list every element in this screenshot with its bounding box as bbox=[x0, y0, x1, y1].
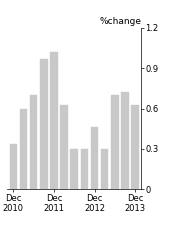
Bar bbox=[20, 109, 27, 189]
Bar bbox=[50, 52, 58, 189]
Bar bbox=[10, 144, 17, 189]
Bar bbox=[60, 104, 68, 189]
Bar bbox=[101, 149, 108, 189]
Bar bbox=[81, 149, 88, 189]
Bar bbox=[40, 59, 48, 189]
Bar bbox=[91, 128, 98, 189]
Bar bbox=[121, 92, 129, 189]
Bar bbox=[111, 95, 119, 189]
Text: %change: %change bbox=[99, 17, 141, 26]
Bar bbox=[70, 149, 78, 189]
Bar bbox=[30, 95, 37, 189]
Bar bbox=[131, 104, 139, 189]
